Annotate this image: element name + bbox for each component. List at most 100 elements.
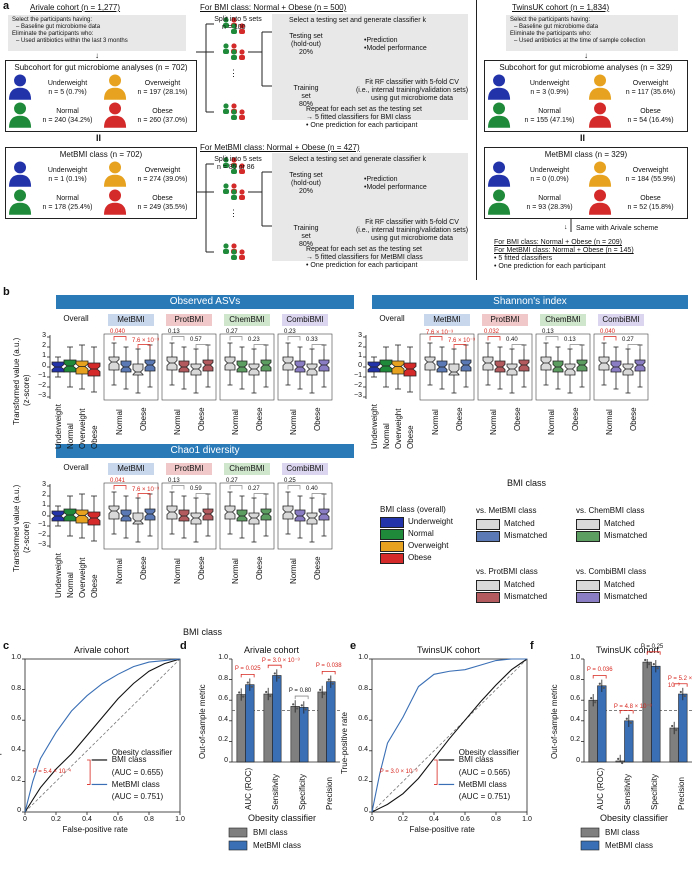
legend-label: Matched <box>604 519 635 528</box>
box-body <box>576 359 588 372</box>
split-label: Split into 5 sets <box>214 16 262 23</box>
mini-head <box>231 157 237 163</box>
repeat-note: Repeat for each set as the testing set → … <box>306 246 423 270</box>
twins-metbmi-box: MetBMI class (n = 329) <box>484 147 688 219</box>
mini-body <box>239 169 245 174</box>
p-bracket <box>434 759 438 785</box>
data-dot <box>265 690 268 694</box>
p-value: 7.6 × 10⁻³ <box>448 337 476 344</box>
person-head <box>14 74 27 87</box>
data-dot <box>644 658 647 662</box>
p-value: P = 3.0 × 10⁻³ <box>261 658 300 665</box>
holdout-label: (hold-out) <box>291 41 321 49</box>
x-axis-label: BMI class <box>507 478 547 488</box>
person-head <box>594 74 607 87</box>
box-body <box>403 362 417 377</box>
box <box>424 342 436 386</box>
x-axis-label: BMI class <box>183 627 223 637</box>
p-value: P = 5.2 × 10⁻³ <box>667 675 693 689</box>
box-body <box>506 363 518 376</box>
down-arrow-icon: ↓ <box>95 51 99 60</box>
legend-swatch <box>580 840 600 851</box>
bar-metbmi <box>597 685 607 763</box>
subgroup-frame <box>219 333 275 401</box>
y-tick-label: −1 <box>38 372 46 379</box>
box <box>306 348 318 394</box>
y-tick-label: 0 <box>576 757 580 764</box>
legend-title: vs. MetBMI class <box>476 506 537 515</box>
panel-c-title: Arivale cohort <box>74 645 130 655</box>
mini-body <box>223 163 229 168</box>
p-value: 0.33 <box>306 336 318 343</box>
repeat-line: → 5 fitted classifiers for MetBMI class <box>306 254 423 262</box>
subgroup-border <box>419 333 475 401</box>
subgroup-border <box>277 333 333 401</box>
data-dot <box>327 678 330 681</box>
y-axis-label: True-positive rate <box>340 711 349 774</box>
p-line <box>113 485 127 490</box>
person-icon <box>488 161 511 187</box>
p-value: 0.041 <box>110 477 126 484</box>
subgroup-frame <box>535 333 591 401</box>
y-tick-label: −1 <box>354 372 362 379</box>
legend-title: vs. ProtBMI class <box>476 567 538 576</box>
mini-head <box>231 109 237 115</box>
flow-bracket <box>248 171 286 227</box>
person-body <box>488 87 511 100</box>
x-axis-label: Obesity classifier <box>600 813 669 823</box>
p-value: 0.032 <box>484 328 500 335</box>
mini-body <box>239 195 245 200</box>
class-count: n = 54 (16.4%) <box>627 117 674 124</box>
class-label: Underweight <box>529 80 570 87</box>
p-line <box>545 336 559 341</box>
data-dot <box>594 701 597 704</box>
class-label: Obese <box>640 108 661 115</box>
repeat-line: • One prediction for each participant <box>306 122 418 130</box>
y-axis-label: Out-of-sample metric <box>550 683 559 759</box>
y-tick-label: 3 <box>42 481 46 488</box>
legend-label: (AUC = 0.655) <box>111 767 164 777</box>
legend-label: (AUC = 0.751) <box>458 792 511 802</box>
mini-head <box>231 43 237 49</box>
person-body <box>589 174 612 187</box>
box-body <box>598 356 610 371</box>
class-count: n = 93 (28.3%) <box>526 204 573 211</box>
box-body <box>178 360 190 373</box>
class-count: n = 5 (0.7%) <box>48 89 87 96</box>
y-tick-label: 0.4 <box>218 715 228 723</box>
person-head <box>109 102 122 115</box>
class-count: n = 274 (39.0%) <box>137 176 188 183</box>
axis <box>47 335 51 399</box>
p-bracket <box>113 336 151 349</box>
performance-label: •Model performance <box>364 45 427 53</box>
legend-swatch <box>228 840 248 851</box>
roc-metbmi-line <box>371 658 527 813</box>
x-tick-label: 0.8 <box>144 816 154 823</box>
subgroup-header: MetBMI <box>108 463 154 475</box>
arrow-down-icon: ↓ <box>564 224 568 231</box>
y-tick-label: 0.4 <box>570 715 580 723</box>
holdout-label: (hold-out) <box>291 180 321 188</box>
mini-head <box>231 189 237 195</box>
class-count: n = 184 (55.9%) <box>625 176 676 183</box>
box <box>120 346 132 390</box>
x-tick-label: 0 <box>23 816 27 823</box>
box-body <box>610 360 622 373</box>
box <box>318 493 330 537</box>
fit-line: (i.e., internal training/validation sets… <box>355 227 469 235</box>
legend-title: vs. ChemBMI class <box>576 506 645 515</box>
x-axis-label: False-positive rate <box>409 825 475 834</box>
box <box>190 348 202 394</box>
mini-head <box>231 103 237 109</box>
person-body <box>488 202 511 215</box>
box <box>63 346 77 388</box>
mini-body <box>231 55 237 60</box>
sel-text: Eliminate the participants who: <box>12 30 94 37</box>
person-body <box>589 115 612 128</box>
repeat-line: • One prediction for each participant <box>306 262 418 270</box>
box <box>448 348 460 394</box>
box <box>460 344 472 388</box>
box-body <box>202 508 214 521</box>
box-body <box>318 508 330 521</box>
mini-head <box>223 17 229 23</box>
